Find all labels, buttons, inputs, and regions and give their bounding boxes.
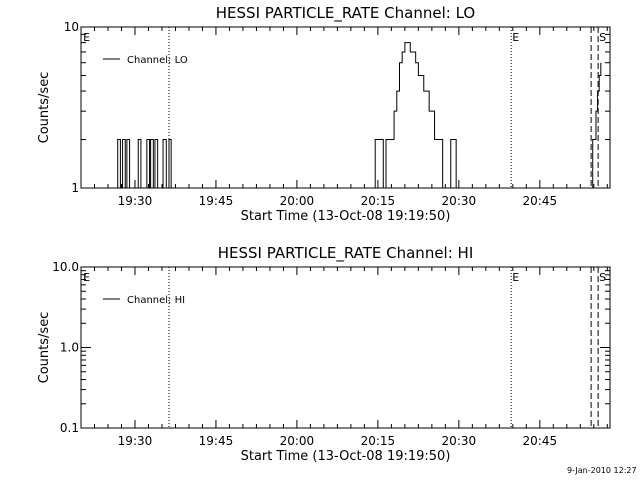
x-tick-label: 20:00 bbox=[280, 194, 315, 208]
timestamp: 9-Jan-2010 12:27 bbox=[567, 466, 637, 475]
legend-label: Channel: LO bbox=[127, 55, 188, 66]
event-marker-label: S bbox=[599, 31, 606, 44]
x-tick-label: 19:30 bbox=[118, 434, 153, 448]
event-marker-label: E bbox=[83, 271, 90, 284]
y-tick-label: 0.1 bbox=[60, 421, 79, 435]
x-tick-label: 20:00 bbox=[280, 434, 315, 448]
y-axis-label: Counts/sec bbox=[37, 312, 52, 384]
plot-frame bbox=[80, 26, 611, 189]
event-marker-label: E bbox=[83, 31, 90, 44]
x-tick-label: 19:30 bbox=[118, 194, 153, 208]
x-tick-label: 20:45 bbox=[523, 194, 558, 208]
plot-frame bbox=[80, 266, 611, 429]
y-tick-label: 10.0 bbox=[52, 260, 79, 274]
y-tick-label: 10 bbox=[64, 20, 79, 34]
x-tick-label: 20:15 bbox=[361, 194, 396, 208]
y-tick-label: 1.0 bbox=[60, 341, 79, 355]
x-tick-label: 20:45 bbox=[523, 434, 558, 448]
event-marker-label: S bbox=[599, 271, 606, 284]
legend-label: Channel: HI bbox=[127, 295, 185, 306]
x-axis-label: Start Time (13-Oct-08 19:19:50) bbox=[241, 209, 451, 224]
series-line bbox=[116, 42, 602, 189]
x-tick-label: 20:30 bbox=[442, 434, 477, 448]
x-tick-label: 19:45 bbox=[199, 194, 234, 208]
event-marker-label: E bbox=[512, 31, 519, 44]
x-tick-label: 20:15 bbox=[361, 434, 396, 448]
x-tick-label: 20:30 bbox=[442, 194, 477, 208]
chart-title: HESSI PARTICLE_RATE Channel: HI bbox=[218, 244, 474, 263]
chart-title: HESSI PARTICLE_RATE Channel: LO bbox=[216, 4, 475, 23]
x-axis-label: Start Time (13-Oct-08 19:19:50) bbox=[241, 449, 451, 464]
x-tick-label: 19:45 bbox=[199, 434, 234, 448]
event-marker-label: E bbox=[512, 271, 519, 284]
y-axis-label: Counts/sec bbox=[37, 72, 52, 144]
y-tick-label: 1 bbox=[71, 181, 79, 195]
